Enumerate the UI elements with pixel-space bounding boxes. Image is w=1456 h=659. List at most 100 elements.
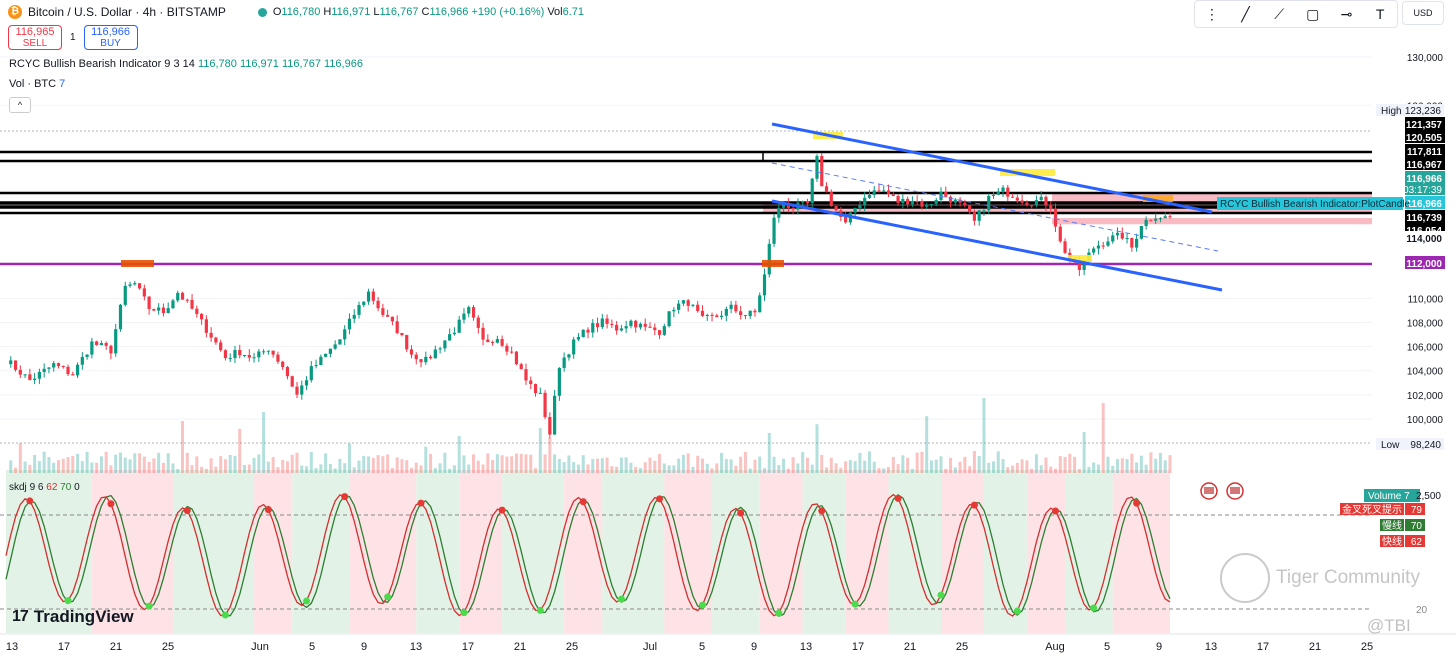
volume-bar xyxy=(1058,456,1062,473)
candle-body xyxy=(896,196,900,203)
volume-bar xyxy=(424,446,428,473)
candle-body xyxy=(820,156,824,187)
buy-button[interactable]: 116,966 BUY xyxy=(83,25,138,50)
volume-bar xyxy=(472,454,476,473)
volume-bar xyxy=(629,462,633,473)
time-tick-label: 21 xyxy=(110,641,122,653)
golden-cross-dot xyxy=(937,591,945,599)
candle-body xyxy=(762,274,767,296)
rcyc-indicator-legend[interactable]: RCYC Bullish Bearish Indicator 9 3 14 11… xyxy=(9,58,363,70)
sell-button[interactable]: 116,965 SELL xyxy=(8,25,62,50)
volume-bar xyxy=(596,458,600,473)
spread-value: 1 xyxy=(70,32,76,43)
volume-bar xyxy=(37,461,41,473)
currency-selector[interactable]: USD xyxy=(1402,1,1444,25)
horizontal-levels xyxy=(0,150,1372,266)
candle-body xyxy=(204,319,208,333)
volume-bar xyxy=(118,452,122,473)
trade-buttons: 116,965 SELL 1 116,966 BUY xyxy=(8,25,138,50)
volume-bar xyxy=(715,463,719,473)
volume-bar xyxy=(1154,458,1158,473)
volume-bar xyxy=(1120,458,1124,473)
volume-bar xyxy=(796,463,800,473)
candle-body xyxy=(28,374,32,381)
time-tick-label: 13 xyxy=(410,641,422,653)
volume-bar xyxy=(867,451,871,473)
candle-body xyxy=(1006,187,1010,197)
candle-body xyxy=(567,354,571,358)
volume-bar xyxy=(142,456,146,473)
horizontal-line-icon[interactable]: ⊸ xyxy=(1340,5,1353,22)
volume-bar xyxy=(381,456,385,473)
volume-bar xyxy=(972,451,976,473)
volume-bar xyxy=(791,457,795,473)
death-cross-dot xyxy=(818,507,826,515)
volume-indicator-legend[interactable]: Vol · BTC 7 xyxy=(9,78,66,90)
time-tick-label: 9 xyxy=(361,641,367,653)
volume-bar xyxy=(872,461,876,473)
death-cross-dot xyxy=(1133,499,1141,507)
volume-bar xyxy=(543,454,547,473)
candle-body xyxy=(767,243,771,275)
candle-body xyxy=(681,300,686,304)
plot-label-box xyxy=(1217,197,1403,210)
candle-body xyxy=(925,204,929,207)
golden-cross-dot xyxy=(145,602,153,610)
price-label-box xyxy=(1405,117,1445,130)
time-tick-label: 17 xyxy=(462,641,474,653)
candle-body xyxy=(877,190,881,192)
indicator-band xyxy=(1026,470,1066,633)
price-label-box xyxy=(1405,231,1445,244)
candle-body xyxy=(290,376,294,387)
skdj-axis-value: 79 xyxy=(1411,505,1423,516)
volume-bar xyxy=(977,456,981,473)
candle-body xyxy=(572,339,576,355)
candle-body xyxy=(247,354,251,358)
candle-body xyxy=(929,203,934,205)
candle-body xyxy=(409,349,414,355)
trend-line-icon[interactable]: ╱ xyxy=(1241,5,1250,22)
volume-bar xyxy=(619,457,623,473)
path-icon[interactable]: ⟋ xyxy=(1274,5,1285,22)
volume-bar xyxy=(486,453,490,473)
volume-bar xyxy=(991,461,995,473)
candle-body xyxy=(677,303,681,310)
volume-bar xyxy=(1077,468,1081,473)
candle-body xyxy=(490,342,495,344)
price-label-name: High xyxy=(1381,106,1402,117)
drag-handle-icon[interactable]: ⋮ xyxy=(1204,5,1219,22)
candle-body xyxy=(195,308,199,314)
golden-cross-dot xyxy=(851,600,859,608)
candle-body xyxy=(1049,205,1053,209)
trend-channel xyxy=(771,122,1223,292)
volume-bar xyxy=(405,460,409,473)
price-label-value: 120,505 xyxy=(1406,133,1443,144)
signal-marker xyxy=(121,260,154,267)
rectangle-icon[interactable]: ▢ xyxy=(1306,5,1320,22)
golden-cross-dot xyxy=(384,593,392,601)
volume-bar xyxy=(1073,456,1077,473)
candle-body xyxy=(304,380,309,386)
text-icon[interactable]: T xyxy=(1375,6,1385,22)
candle-body xyxy=(915,201,919,203)
volume-bar xyxy=(658,453,662,473)
candle-body xyxy=(400,332,404,336)
candle-body xyxy=(538,392,542,394)
volume-bar xyxy=(767,433,771,473)
volume-bar xyxy=(204,468,208,473)
candle-body xyxy=(424,356,428,363)
candle-body xyxy=(471,307,476,318)
symbol-title[interactable]: Bitcoin / U.S. Dollar · 4h · BITSTAMP xyxy=(28,5,226,19)
indicator-band xyxy=(1112,470,1170,633)
volume-bar xyxy=(786,468,790,473)
volume-bar xyxy=(634,466,638,473)
candle-body xyxy=(615,324,619,331)
candle-body xyxy=(715,315,719,318)
collapse-legend-icon[interactable]: ^ xyxy=(9,97,31,113)
volume-bar xyxy=(42,451,46,473)
volume-bar xyxy=(1068,453,1072,473)
skdj-legend[interactable]: skdj 9 6 62 70 0 xyxy=(9,482,80,493)
indicator-band xyxy=(172,470,255,633)
time-tick-label: 13 xyxy=(800,641,812,653)
